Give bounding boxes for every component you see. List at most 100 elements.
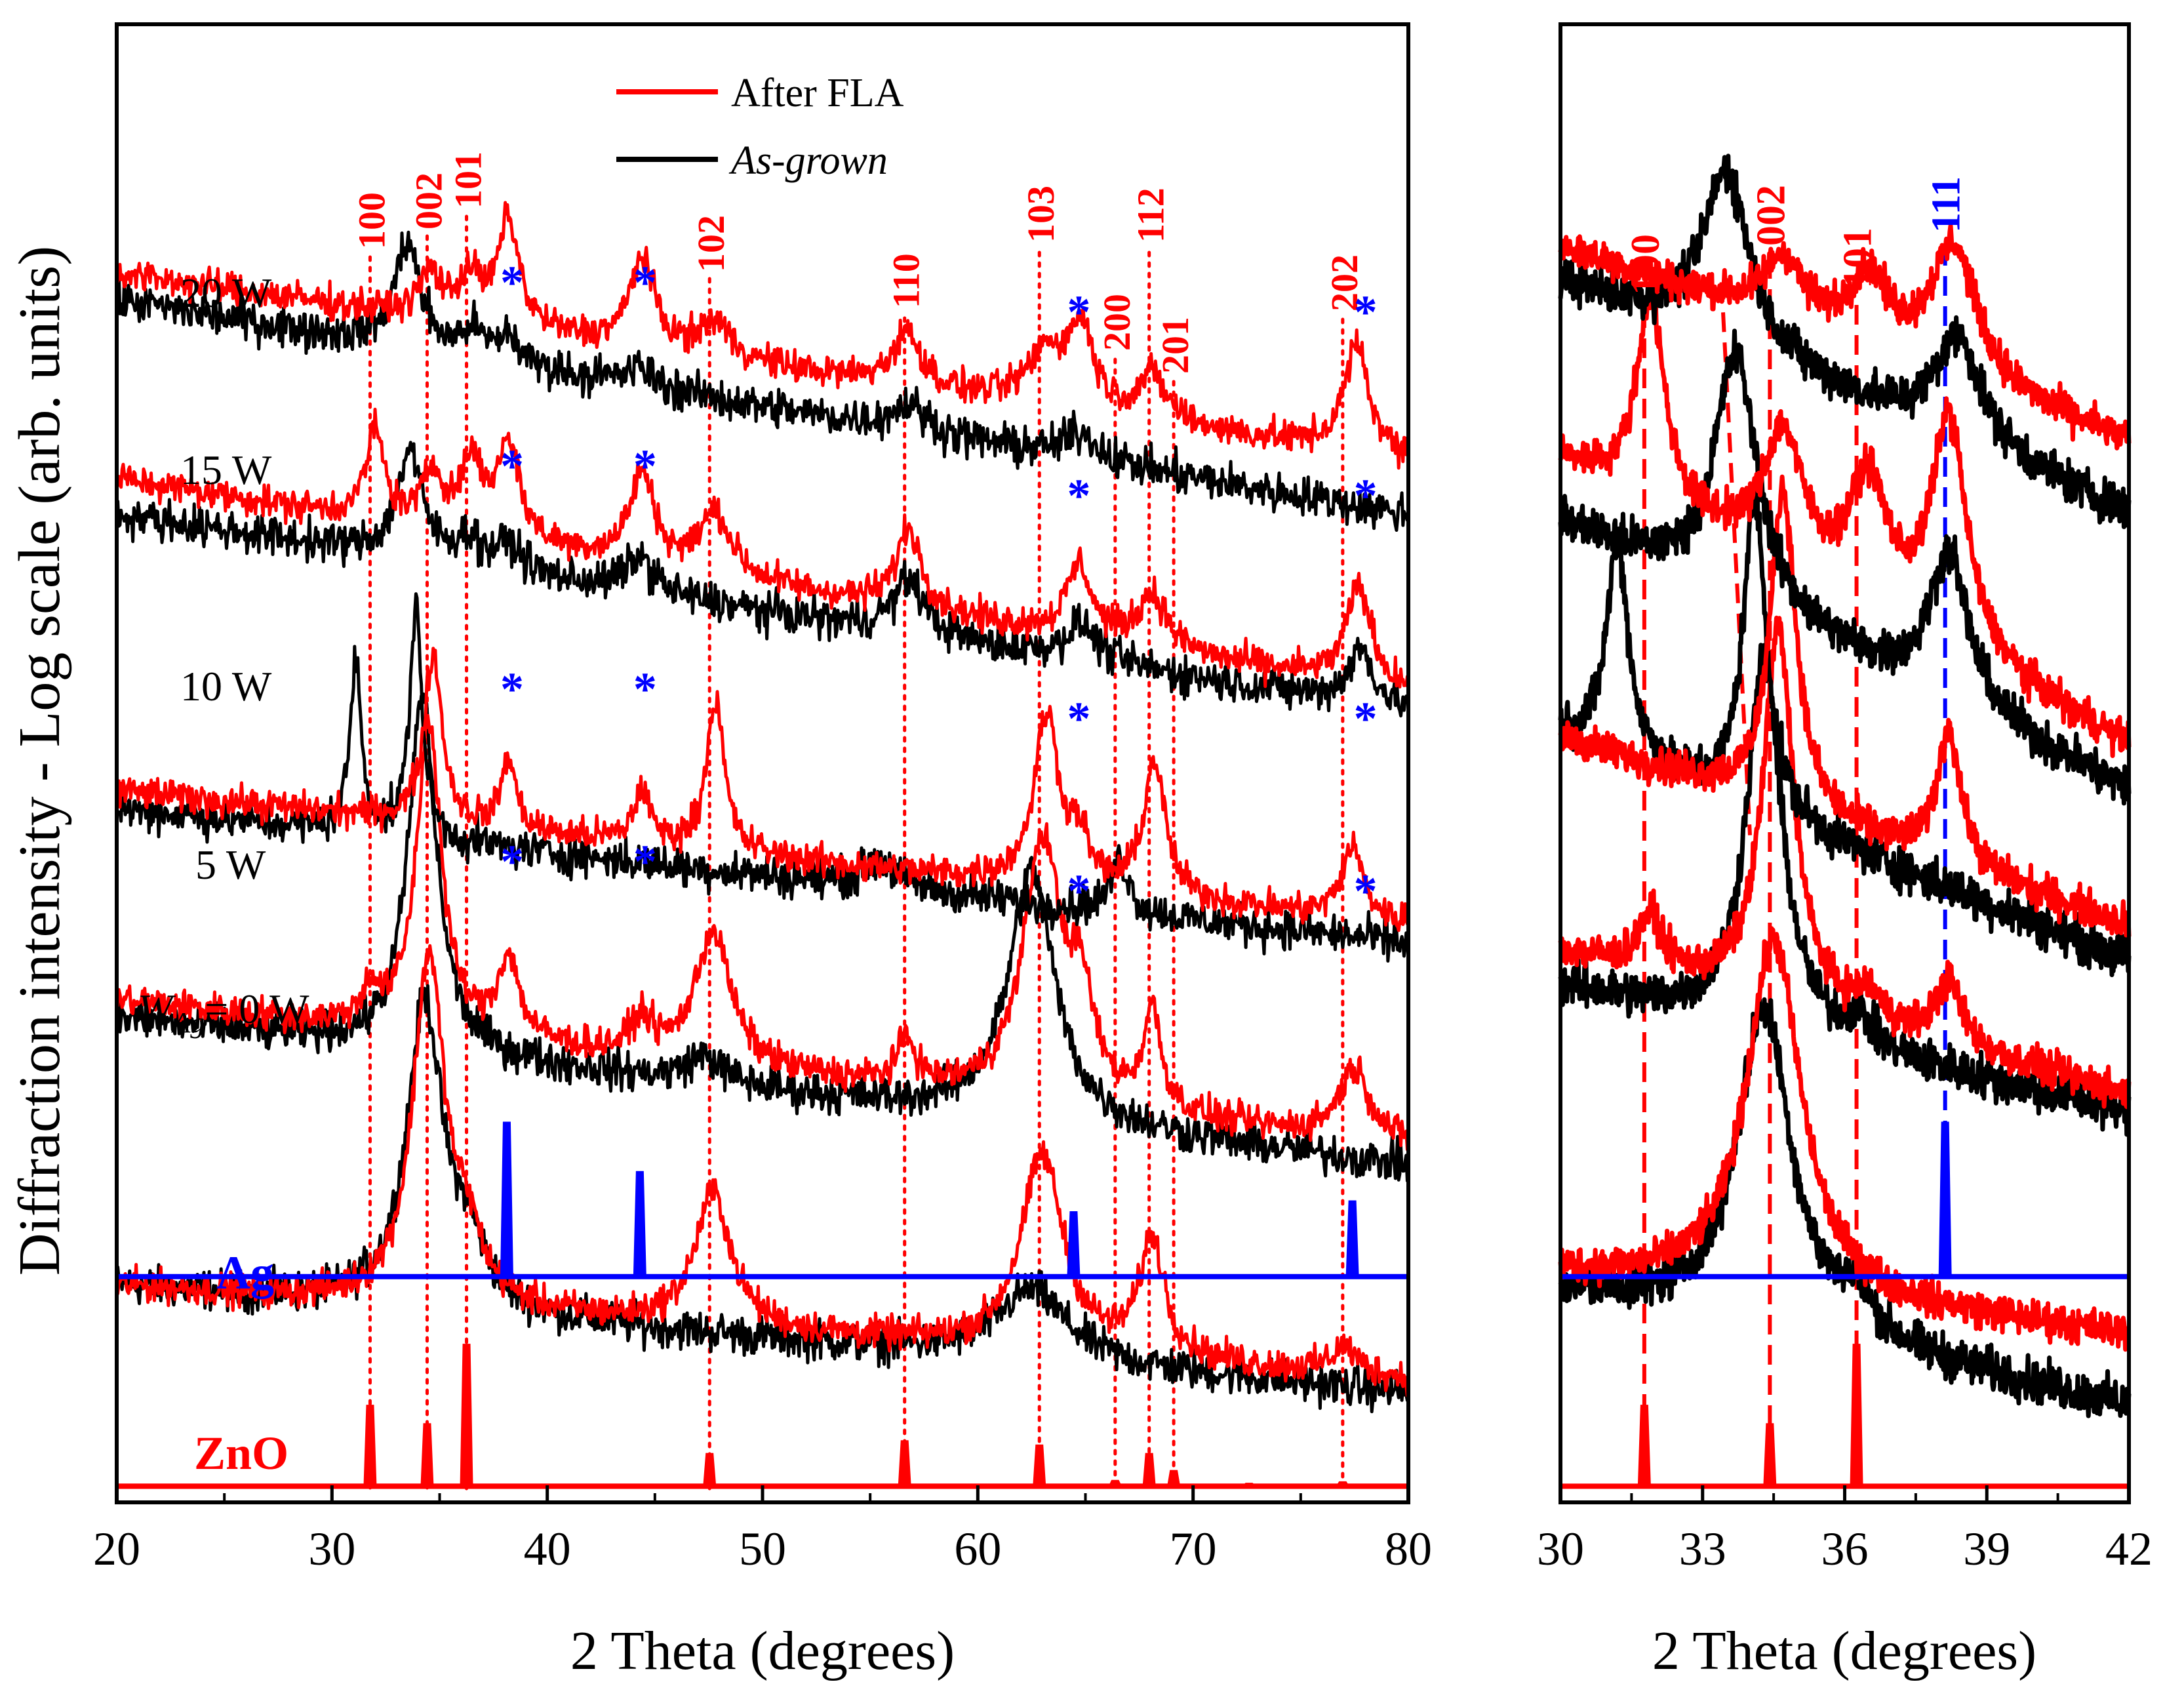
ag-peak-marker: *: [1354, 470, 1378, 522]
curve-as-grown-15w: [115, 441, 1410, 717]
ag-peak-marker: *: [500, 440, 524, 492]
zno-reference-stick: [460, 1344, 473, 1487]
ag-reference-stick: [1345, 1200, 1359, 1277]
curve-after-fla-wag0w: [115, 944, 1410, 1397]
ag-peak-marker: *: [633, 256, 657, 309]
zoom-hkl-labels: 100 002 101 111: [1623, 176, 1969, 295]
sample-label-10w: 10 W: [180, 663, 272, 710]
ag-peak-marker: *: [633, 835, 657, 888]
curve-as-grown-20w: [1558, 153, 2132, 529]
x-axis-label-right: 2 Theta (degrees): [1652, 1620, 2036, 1681]
x-tick-label-80: 80: [1385, 1523, 1432, 1575]
zno-reference-stick: [1763, 1423, 1777, 1487]
ag-peak-marker: *: [633, 440, 657, 492]
curve-after-fla-20w: [115, 201, 1410, 470]
zoom-diffraction-curves: [1558, 153, 2132, 1418]
x-tick-label-33: 33: [1679, 1523, 1726, 1575]
sample-label-0w: WAg= 0 W: [138, 986, 309, 1039]
curve-after-fla-10w: [115, 647, 1410, 933]
hkl-label-103: 103: [1020, 186, 1062, 243]
sample-labels: 20 W 15 W 10 W 5 W WAg= 0 W: [138, 270, 309, 1039]
hkl-label-202: 202: [1323, 254, 1366, 311]
y-axis-label: Diffraction intensity - Log scale (arb. …: [7, 246, 72, 1275]
ag-peak-markers: * * * * * * * * * * * * * * * *: [500, 256, 1378, 917]
hkl-label-110: 110: [885, 253, 928, 308]
curve-after-fla-20w: [1558, 223, 2132, 451]
zno-reference-stick: [898, 1440, 911, 1487]
x-tick-label-40: 40: [524, 1523, 571, 1575]
curve-after-fla-5w: [115, 713, 1410, 1152]
x-tick-label-30: 30: [1537, 1523, 1584, 1575]
ag-peak-marker: *: [633, 663, 657, 715]
x-tick-label-39: 39: [1963, 1523, 2010, 1575]
hkl-label-102: 102: [690, 215, 732, 272]
zno-reference-stick: [1142, 1453, 1156, 1487]
x-tick-label-20: 20: [93, 1523, 140, 1575]
ag-reference-stick: [633, 1171, 646, 1277]
zno-reference-stick: [420, 1423, 434, 1487]
ag-peak-marker: *: [1354, 286, 1378, 338]
ag-reference-label: Ag: [216, 1247, 274, 1299]
legend-label-after-fla: After FLA: [731, 71, 904, 115]
hkl-label-101: 101: [447, 151, 490, 209]
hkl-label-201: 201: [1154, 317, 1197, 374]
diffraction-curves: [115, 201, 1410, 1414]
hkl-label-002: 002: [407, 172, 450, 230]
curve-after-fla-10w: [1558, 474, 2132, 938]
ag-peak-marker: *: [1354, 865, 1378, 917]
ag-peak-marker: *: [1067, 865, 1090, 917]
x-tick-label-70: 70: [1170, 1523, 1217, 1575]
curve-as-grown-10w: [115, 592, 1410, 963]
x-tick-label-42: 42: [2105, 1523, 2153, 1575]
ag-peak-marker: *: [1067, 692, 1090, 745]
panel-zoom: 100 002 101 111 30 33 36 39 42 2 Theta (degrees…: [1537, 22, 2153, 1681]
sample-label-0w-subscript: Ag: [170, 1007, 205, 1039]
legend-label-as-grown: As-grown: [728, 138, 888, 183]
zno-reference-label: ZnO: [194, 1427, 288, 1479]
plot-frame-right: [1559, 22, 2131, 1504]
hkl-label-zoom-111: 111: [1924, 176, 1969, 233]
hkl-label-112: 112: [1130, 188, 1172, 243]
ag-peak-marker: *: [1354, 692, 1378, 745]
ag-peak-marker: *: [500, 256, 524, 309]
x-axis-label-left: 2 Theta (degrees): [570, 1620, 955, 1681]
x-tick-label-60: 60: [954, 1523, 1001, 1575]
x-tick-label-50: 50: [739, 1523, 786, 1575]
hkl-label-zoom-101: 101: [1836, 228, 1880, 289]
ag-peak-marker: *: [500, 663, 524, 715]
x-tick-label-36: 36: [1821, 1523, 1869, 1575]
ag-peak-marker: *: [500, 835, 524, 888]
x-axis-ticks: 20 30 40 50 60 70 80: [93, 1485, 1432, 1575]
zno-reference-stick: [1850, 1344, 1863, 1487]
sample-label-15w: 15 W: [180, 447, 272, 493]
zno-reference-stick: [703, 1453, 717, 1487]
ag-reference-stick: [1067, 1211, 1081, 1277]
hkl-label-zoom-100: 100: [1623, 234, 1668, 295]
plot-frame-left: [115, 22, 1410, 1504]
sample-label-0w-prefix: W: [138, 986, 176, 1032]
ag-reference-stick: [500, 1121, 513, 1277]
hkl-label-zoom-002: 002: [1749, 185, 1793, 246]
hkl-label-100: 100: [350, 192, 393, 249]
curve-after-fla-wag0w: [1558, 926, 2131, 1352]
sample-label-5w: 5 W: [195, 841, 266, 888]
curve-after-fla-5w: [1558, 615, 2132, 1110]
curve-as-grown-15w: [1558, 329, 2132, 806]
zno-reference-extra-stick: [1241, 1483, 1257, 1487]
sample-label-20w: 20 W: [180, 270, 272, 316]
zno-reference-stick: [1033, 1444, 1046, 1487]
curve-after-fla-15w: [115, 407, 1410, 689]
legend: After FLA As-grown: [616, 71, 904, 183]
zno-reference-stick: [1637, 1405, 1651, 1487]
x-tick-label-30: 30: [308, 1523, 355, 1575]
ag-peak-marker: *: [1067, 470, 1090, 522]
zno-reference-stick: [363, 1405, 377, 1487]
ag-peak-marker: *: [1067, 286, 1090, 338]
sample-label-0w-suffix: = 0 W: [205, 986, 309, 1032]
ag-reference-stick: [1938, 1121, 1952, 1277]
hkl-label-200: 200: [1096, 294, 1138, 351]
curve-as-grown-20w: [115, 230, 1410, 532]
